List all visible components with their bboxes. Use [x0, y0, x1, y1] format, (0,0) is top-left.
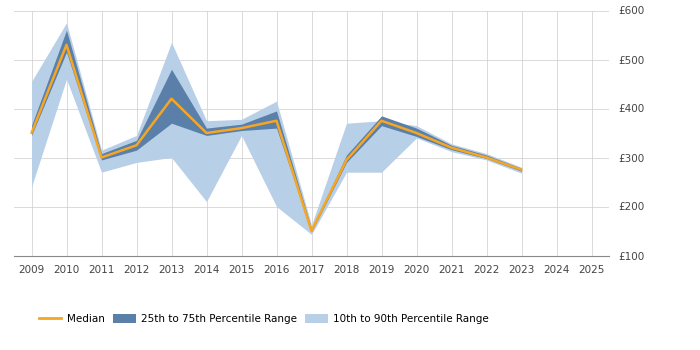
Legend: Median, 25th to 75th Percentile Range, 10th to 90th Percentile Range: Median, 25th to 75th Percentile Range, 1…: [34, 310, 493, 328]
